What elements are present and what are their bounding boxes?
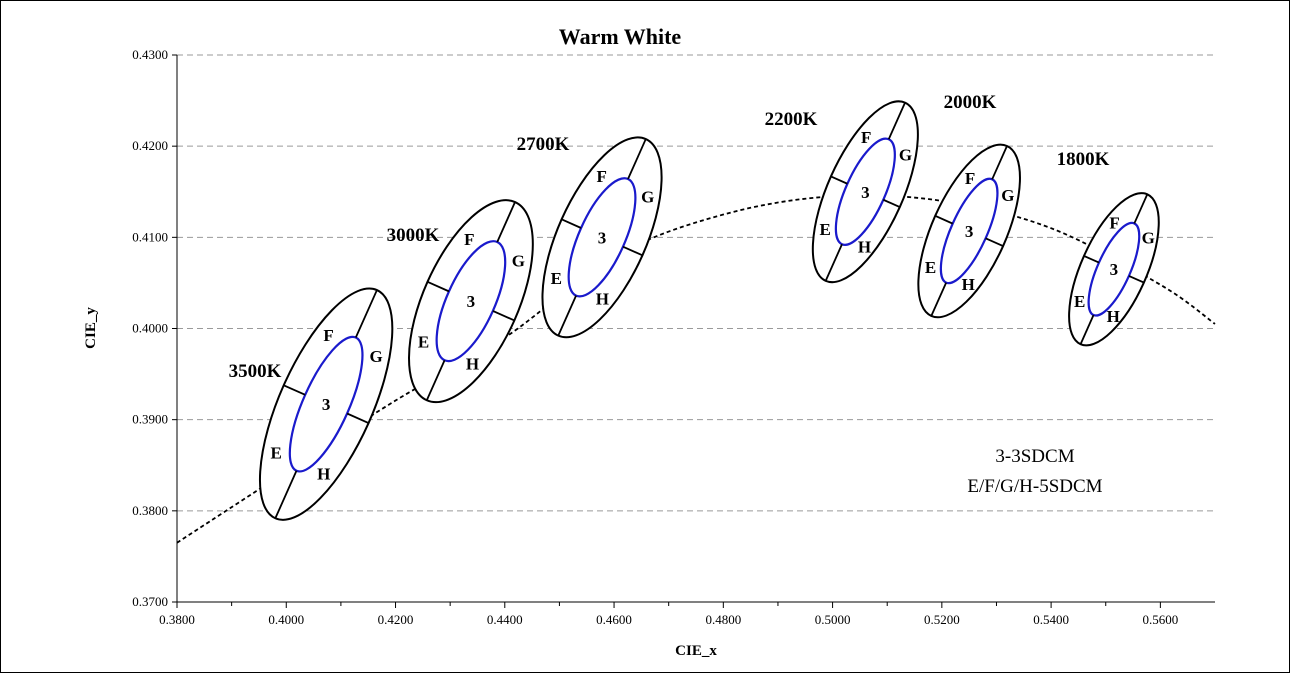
segment-label-f: F: [323, 326, 333, 345]
segment-label-e: E: [551, 269, 562, 288]
quadrant-divider: [830, 175, 848, 185]
quadrant-divider: [1083, 255, 1100, 264]
y-axis-label: CIE_y: [83, 307, 99, 349]
quadrant-divider: [882, 198, 901, 208]
quadrant-divider: [1133, 193, 1149, 224]
ellipse-group-2200k: E F G H 3 2200K: [765, 100, 919, 284]
y-tick-label: 0.4300: [132, 47, 168, 62]
cct-label: 2000K: [944, 92, 997, 113]
segment-label-f: F: [464, 230, 474, 249]
ellipse-group-2000k: E F G H 3 2000K: [917, 92, 1021, 319]
x-tick-label: 0.5000: [815, 612, 851, 627]
x-tick-label: 0.5600: [1142, 612, 1178, 627]
quadrant-divider: [985, 237, 1004, 247]
quadrant-divider: [824, 243, 843, 282]
x-tick-label: 0.4400: [487, 612, 523, 627]
quadrant-divider: [354, 289, 378, 338]
center-label: 3: [1110, 260, 1119, 279]
x-tick-label: 0.4600: [596, 612, 632, 627]
segment-label-e: E: [820, 220, 831, 239]
segment-label-f: F: [596, 167, 606, 186]
y-tick-label: 0.3800: [132, 503, 168, 518]
ellipse-group-3500k: E F G H 3 3500K: [229, 287, 394, 521]
quadrant-divider: [425, 359, 446, 401]
quadrant-divider: [496, 201, 516, 243]
planckian-locus-curve: [176, 194, 1216, 544]
segment-label-g: G: [512, 252, 525, 271]
cct-label: 1800K: [1057, 149, 1110, 170]
x-tick-label: 0.5400: [1033, 612, 1069, 627]
quadrant-divider: [492, 310, 515, 322]
y-tick-label: 0.3700: [132, 594, 168, 609]
segment-label-h: H: [858, 238, 871, 257]
quadrant-divider: [991, 145, 1008, 180]
annotation-box: 3-3SDCM E/F/G/H-5SDCM: [967, 446, 1102, 497]
segment-label-e: E: [1074, 292, 1085, 311]
segment-label-g: G: [1142, 228, 1155, 247]
x-tick-label: 0.4800: [705, 612, 741, 627]
cct-label: 2200K: [765, 109, 818, 130]
segment-label-e: E: [271, 443, 282, 462]
y-tick-label: 0.4200: [132, 138, 168, 153]
annotation-line-1: 3-3SDCM: [995, 446, 1074, 467]
y-tick-label: 0.4100: [132, 229, 168, 244]
segment-label-h: H: [596, 289, 609, 308]
quadrant-divider: [930, 282, 947, 317]
segment-label-h: H: [962, 275, 975, 294]
ellipse-group-2700k: E F G H 3 2700K: [517, 134, 663, 339]
quadrant-divider: [427, 280, 450, 293]
center-label: 3: [322, 395, 331, 414]
cct-label: 3000K: [387, 225, 440, 246]
cct-label: 2700K: [517, 134, 570, 155]
x-axis-label: CIE_x: [675, 643, 717, 659]
segment-label-e: E: [418, 333, 429, 352]
segment-label-g: G: [641, 188, 654, 207]
cct-label: 3500K: [229, 361, 282, 382]
quadrant-divider: [627, 138, 647, 180]
segment-label-f: F: [861, 128, 871, 147]
segment-label-h: H: [466, 354, 479, 373]
planckian-locus: [176, 194, 1216, 544]
x-tick-label: 0.4200: [378, 612, 414, 627]
quadrant-divider: [274, 470, 298, 519]
quadrant-divider: [887, 102, 906, 140]
ellipse-group-1800k: E F G H 3 1800K: [1057, 149, 1160, 347]
quadrant-divider: [561, 218, 582, 229]
annotation-line-2: E/F/G/H-5SDCM: [967, 476, 1102, 497]
y-tick-label: 0.4000: [132, 321, 168, 336]
x-tick-label: 0.5200: [924, 612, 960, 627]
x-tick-label: 0.4000: [268, 612, 304, 627]
x-tick-label: 0.3800: [159, 612, 195, 627]
center-label: 3: [467, 292, 476, 311]
axes: 0.3700 0.3800 0.3900 0.4000 0.4100 0.4200 0.43…: [132, 47, 1215, 627]
center-label: 3: [861, 183, 870, 202]
segment-label-h: H: [1107, 307, 1120, 326]
center-label: 3: [598, 228, 607, 247]
quadrant-divider: [557, 295, 577, 336]
center-label: 3: [965, 222, 974, 241]
quadrant-divider: [283, 384, 306, 396]
segment-label-f: F: [1109, 213, 1119, 232]
segment-label-h: H: [317, 464, 330, 483]
quadrant-divider: [1079, 314, 1095, 345]
chart-title: Warm White: [559, 24, 682, 49]
segment-label-f: F: [965, 169, 975, 188]
segment-label-g: G: [1001, 186, 1014, 205]
binning-ellipses: E F G H 3 3500K E F G H 3 3000K E F G H 3 2700K E F G H 3 2200K…: [229, 92, 1160, 521]
y-tick-label: 0.3900: [132, 412, 168, 427]
ellipse-group-3000k: E F G H 3 3000K: [387, 199, 534, 404]
segment-label-g: G: [369, 347, 382, 366]
segment-label-g: G: [899, 145, 912, 164]
quadrant-divider: [622, 245, 643, 257]
quadrant-divider: [346, 412, 369, 424]
segment-label-e: E: [925, 258, 936, 277]
quadrant-divider: [934, 215, 954, 225]
quadrant-divider: [1128, 275, 1145, 284]
